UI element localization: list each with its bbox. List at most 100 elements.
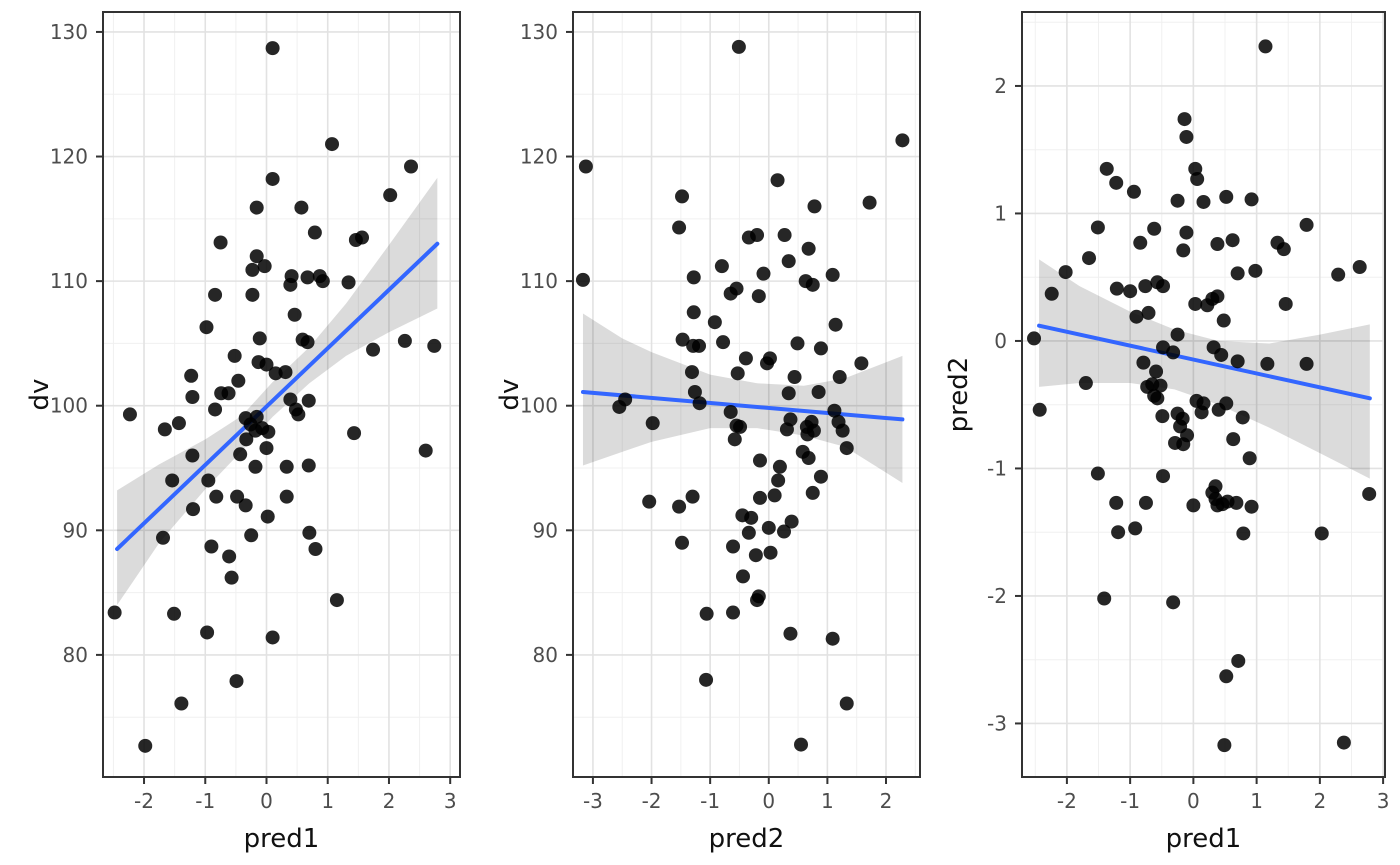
data-point <box>171 416 186 431</box>
data-point <box>699 606 714 621</box>
data-point <box>772 459 787 474</box>
data-point <box>1166 345 1181 360</box>
data-point <box>1097 591 1112 606</box>
x-tick-label: 0 <box>762 789 775 813</box>
y-tick-label: 100 <box>50 394 88 418</box>
data-point <box>835 423 850 438</box>
data-point <box>1138 495 1153 510</box>
data-point <box>1179 129 1194 144</box>
data-point <box>279 459 294 474</box>
data-point <box>862 195 877 210</box>
data-point <box>1082 251 1097 266</box>
data-point <box>1109 175 1124 190</box>
points-layer <box>575 39 910 752</box>
data-point <box>1156 469 1171 484</box>
data-point <box>1090 220 1105 235</box>
data-point <box>762 351 777 366</box>
data-point <box>184 368 199 383</box>
data-point <box>1109 495 1124 510</box>
data-point <box>1219 669 1234 684</box>
data-point <box>686 305 701 320</box>
confidence-ribbon <box>117 177 438 606</box>
data-point <box>1136 355 1151 370</box>
data-point <box>200 625 215 640</box>
y-tick-label: 0 <box>994 329 1007 353</box>
y-tick-label: 130 <box>520 20 558 44</box>
panel-border <box>572 11 921 778</box>
data-point <box>1128 521 1143 536</box>
data-point <box>265 630 280 645</box>
data-point <box>165 473 180 488</box>
x-tick-label: -1 <box>1120 789 1140 813</box>
data-point <box>1230 354 1245 369</box>
data-point <box>699 672 714 687</box>
data-point <box>1244 192 1259 207</box>
data-point <box>1147 221 1162 236</box>
data-point <box>828 317 843 332</box>
points-layer <box>1027 39 1377 753</box>
data-point <box>807 199 822 214</box>
data-point <box>763 545 778 560</box>
data-point <box>1179 225 1194 240</box>
data-point <box>325 137 340 152</box>
data-point <box>805 277 820 292</box>
data-point <box>199 320 214 335</box>
data-point <box>733 419 748 434</box>
data-point <box>249 200 264 215</box>
data-point <box>735 569 750 584</box>
data-point <box>1210 289 1225 304</box>
data-point <box>729 281 744 296</box>
data-point <box>1126 184 1141 199</box>
panel-background <box>1022 12 1385 777</box>
regression-line <box>115 241 440 551</box>
data-point <box>675 535 690 550</box>
data-point <box>1210 237 1225 252</box>
data-point <box>1362 486 1377 501</box>
data-point <box>731 39 746 54</box>
y-tick-label: 110 <box>520 269 558 293</box>
data-point <box>781 386 796 401</box>
data-point <box>231 373 246 388</box>
data-point <box>1331 267 1346 282</box>
data-point <box>1230 266 1245 281</box>
data-point <box>186 502 201 517</box>
data-point <box>777 524 792 539</box>
data-point <box>692 396 707 411</box>
panel-border <box>102 11 461 778</box>
data-point <box>675 332 690 347</box>
data-point <box>1027 331 1042 346</box>
data-point <box>741 525 756 540</box>
data-point <box>1111 525 1126 540</box>
panel-pred2-vs-pred1: -2 -1 0 1 2 3 -3 -2 -1 0 1 2 pred1 pred2 <box>944 11 1390 854</box>
data-point <box>301 393 316 408</box>
data-point <box>770 173 785 188</box>
data-point <box>618 392 633 407</box>
x-tick-label: 3 <box>1377 789 1390 813</box>
data-point <box>301 458 316 473</box>
y-tick-label: 1 <box>994 201 1007 225</box>
points-layer <box>107 41 442 753</box>
data-point <box>672 499 687 514</box>
data-point <box>259 357 274 372</box>
data-point <box>1276 242 1291 257</box>
data-point <box>1150 391 1165 406</box>
data-point <box>1217 738 1232 753</box>
data-point <box>839 441 854 456</box>
data-point <box>1299 217 1314 232</box>
data-point <box>418 443 433 458</box>
data-point <box>1078 376 1093 391</box>
data-point <box>751 289 766 304</box>
data-point <box>233 447 248 462</box>
data-point <box>1149 364 1164 379</box>
data-point <box>801 241 816 256</box>
data-point <box>1229 495 1244 510</box>
data-point <box>404 159 419 174</box>
data-point <box>1299 356 1314 371</box>
data-point <box>249 249 264 264</box>
data-point <box>1214 347 1229 362</box>
data-point <box>784 514 799 529</box>
panel-dv-vs-pred2: -3 -2 -1 0 1 2 80 90 100 110 120 130 pred2 dv <box>495 11 921 854</box>
y-tick-label: 110 <box>50 269 88 293</box>
data-point <box>185 389 200 404</box>
data-point <box>355 230 370 245</box>
